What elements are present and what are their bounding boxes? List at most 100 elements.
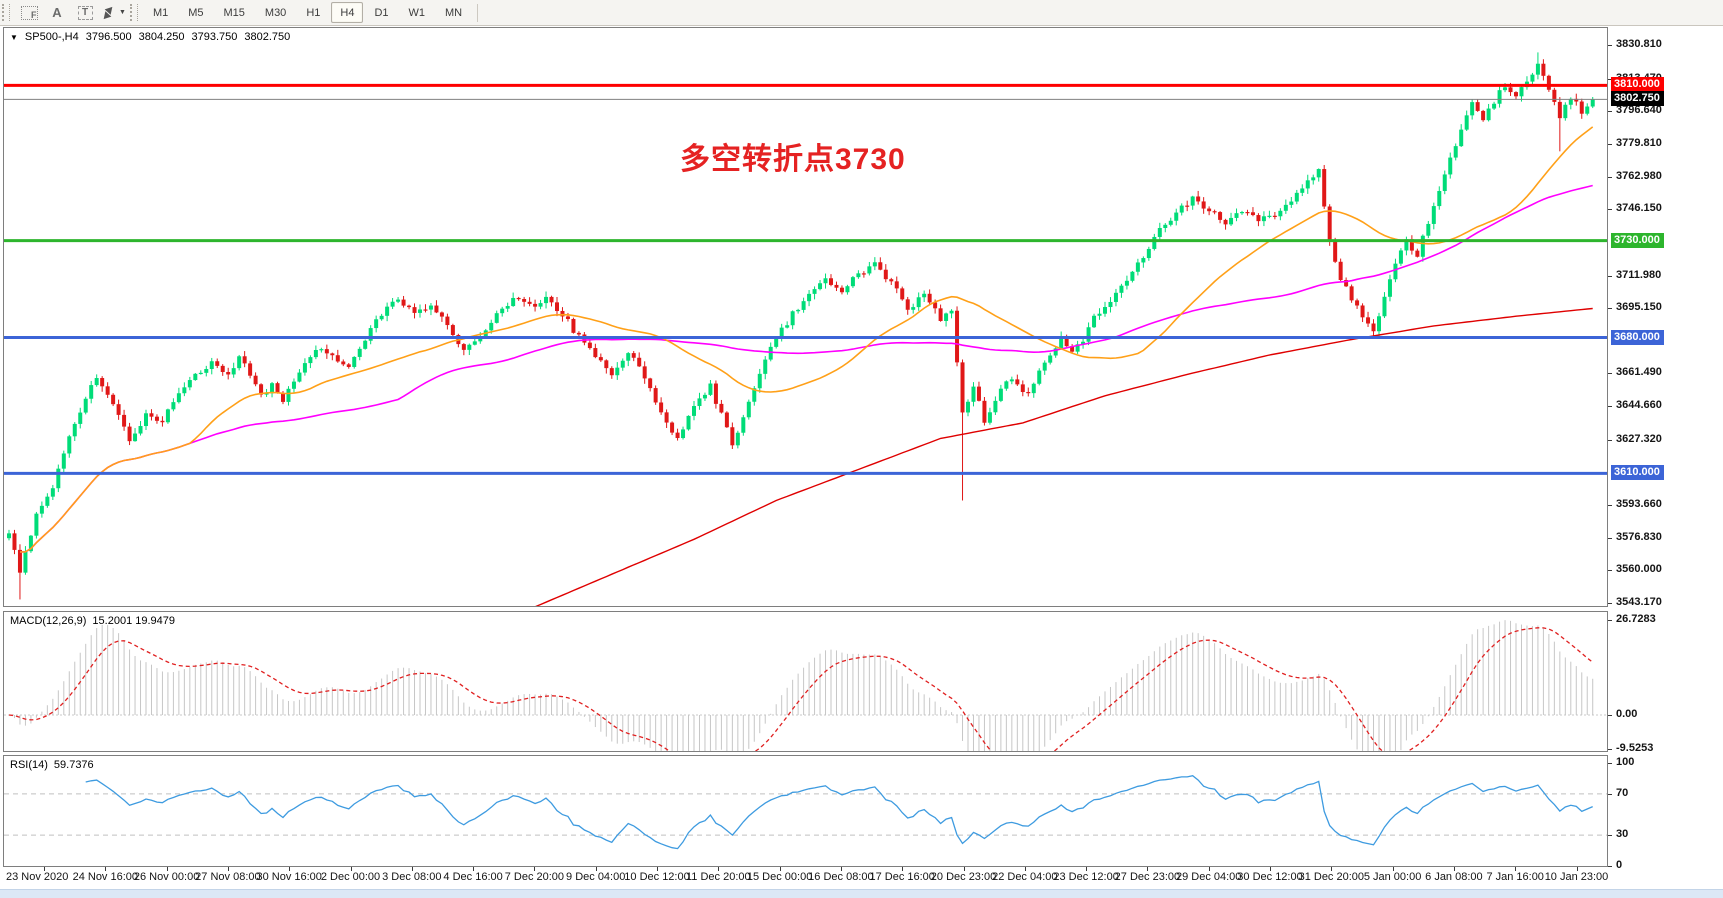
time-tick-mark [1331,867,1332,871]
timeframe-D1[interactable]: D1 [374,6,389,19]
time-label: 20 Dec 23:00 [930,871,997,883]
timeframe-drag-handle[interactable] [129,4,138,21]
dropdown-caret-icon[interactable]: ▼ [119,9,126,16]
chart-annotation-text[interactable]: 多空转折点3730 [680,143,906,176]
price-axis[interactable]: 3830.8103813.4703796.6403779.8103762.980… [1608,0,1723,897]
macd-tick: 26.7283 [1616,613,1656,625]
price-tick: 3762.980 [1616,170,1662,182]
time-tick-mark [412,867,413,871]
time-label: 29 Dec 04:00 [1175,871,1242,883]
time-label: 23 Dec 12:00 [1053,871,1119,883]
rsi-tick: 30 [1616,828,1629,840]
time-tick-mark [902,867,903,871]
text-icon: A [52,5,62,20]
time-label: 5 Jan 00:00 [1363,871,1422,883]
time-tick-mark [964,867,965,871]
arrows-button[interactable]: ▼ [100,2,126,23]
axis-tick-mark [1608,620,1612,621]
time-label: 22 Dec 04:00 [992,871,1058,883]
axis-tick-mark [1608,177,1612,178]
macd-panel[interactable]: MACD(12,26,9) 15.2001 19.9479 [3,611,1608,752]
price-tick: 3711.980 [1616,269,1662,281]
axis-tick-mark [1608,603,1612,604]
time-label: 16 Dec 08:00 [808,871,874,883]
macd-canvas[interactable] [4,612,1607,751]
time-tick-mark [1577,867,1578,871]
time-tick-mark [105,867,106,871]
timeframe-M15[interactable]: M15 [223,6,245,19]
arrows-icon [100,3,116,22]
time-tick-mark [1209,867,1210,871]
price-badge: 3610.000 [1611,465,1664,480]
axis-tick-mark [1608,763,1612,764]
rsi-current-value: 59.7376 [53,759,94,771]
timeframe-H4[interactable]: H4 [331,2,364,23]
time-tick-mark [657,867,658,871]
symbol-dropdown-icon[interactable]: ▼ [10,32,18,42]
axis-tick-mark [1608,715,1612,716]
rsi-label: RSI(14) 59.7376 [10,759,94,771]
axis-tick-mark [1608,276,1612,277]
timeframe-H1[interactable]: H1 [306,6,321,19]
time-tick-mark [1270,867,1271,871]
timeframe-group: M1 M5 M15 M30 H1 H4 D1 W1 MN [143,2,472,23]
price-tick: 3830.810 [1616,38,1662,50]
axis-tick-mark [1608,373,1612,374]
axis-tick-mark [1608,111,1612,112]
axis-tick-mark [1608,308,1612,309]
time-tick-mark [1147,867,1148,871]
time-label: 10 Dec 12:00 [624,871,690,883]
timeframe-W1[interactable]: W1 [408,6,426,19]
timeframe-M30[interactable]: M30 [264,6,287,19]
main-chart-panel[interactable]: ▼ SP500-,H4 3796.500 3804.250 3793.750 3… [3,27,1608,607]
time-label: 27 Dec 23:00 [1114,871,1181,883]
price-tick: 3576.830 [1616,531,1662,543]
time-tick-mark [167,867,168,871]
time-tick-mark [1025,867,1026,871]
time-tick-mark [473,867,474,871]
time-tick-mark [596,867,597,871]
axis-tick-mark [1608,794,1612,795]
time-tick-mark [1515,867,1516,871]
price-badge: 3810.000 [1611,77,1664,92]
time-label: 4 Dec 16:00 [443,871,503,883]
time-label: 27 Nov 08:00 [195,871,261,883]
time-label: 17 Dec 16:00 [869,871,935,883]
rsi-canvas[interactable] [4,756,1607,866]
axis-tick-mark [1608,45,1612,46]
text-button[interactable]: A [45,2,69,23]
time-axis[interactable]: 23 Nov 2020 24 Nov 16:00 26 Nov 00:00 27 No… [0,867,1723,887]
price-badge: 3680.000 [1611,330,1664,345]
time-label: 30 Dec 12:00 [1237,871,1303,883]
timeframe-MN[interactable]: MN [445,6,463,19]
rsi-panel[interactable]: RSI(14) 59.7376 [3,755,1608,867]
bottom-strip [0,889,1723,898]
time-label: 3 Dec 08:00 [382,871,442,883]
ohlc-low: 3793.750 [191,31,238,43]
price-tick: 3560.000 [1616,563,1662,575]
time-label: 10 Jan 23:00 [1544,871,1609,883]
toolbar-drag-handle[interactable] [2,4,10,21]
rsi-tick: 70 [1616,787,1629,799]
macd-label: MACD(12,26,9) 15.2001 19.9479 [10,615,175,627]
macd-name: MACD(12,26,9) [10,615,87,627]
timeframe-M5[interactable]: M5 [188,6,204,19]
time-label: 7 Dec 20:00 [504,871,565,883]
time-label: 6 Jan 08:00 [1425,871,1483,883]
time-label: 23 Nov 2020 [6,871,69,883]
text-label-icon: T [77,5,93,20]
axis-tick-mark [1608,866,1612,867]
main-chart-canvas[interactable] [4,28,1607,606]
timeframe-M1[interactable]: M1 [152,6,169,19]
text-label-button[interactable]: T [73,2,97,23]
time-label: 31 Dec 20:00 [1298,871,1365,883]
axis-tick-mark [1608,835,1612,836]
time-label: 2 Dec 00:00 [320,871,381,883]
axis-tick-mark [1608,406,1612,407]
fibonacci-button[interactable]: F [17,2,41,23]
axis-tick-mark [1608,79,1612,80]
price-tick: 3543.170 [1616,596,1662,608]
axis-tick-mark [1608,144,1612,145]
macd-current-values: 15.2001 19.9479 [92,615,176,627]
time-tick-mark [1393,867,1394,871]
